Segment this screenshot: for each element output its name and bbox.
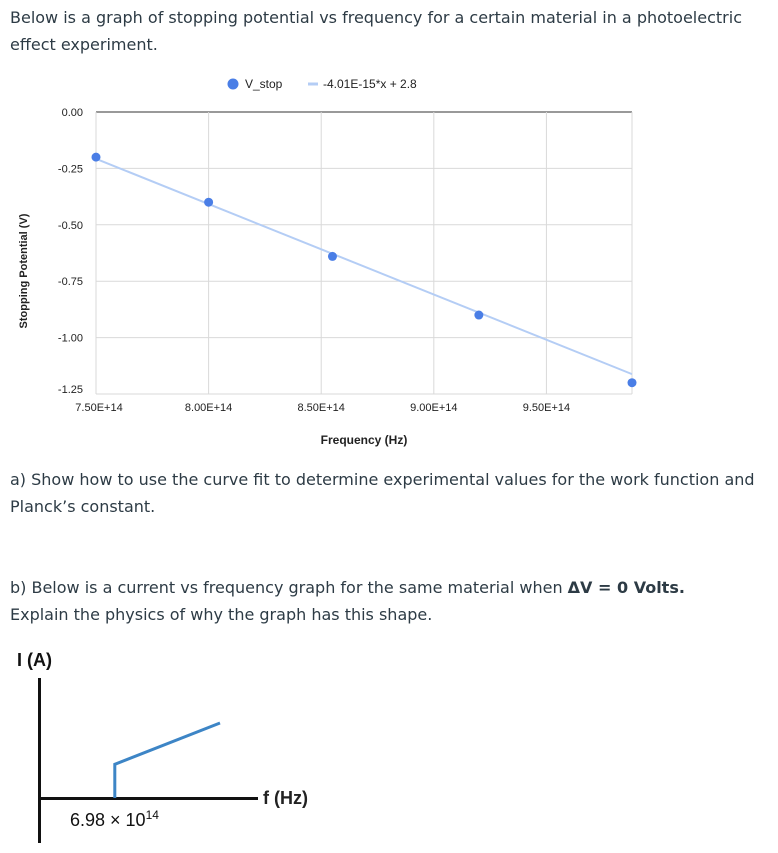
intro-paragraph: Below is a graph of stopping potential v… — [10, 8, 742, 54]
y-tick-label: 0.00 — [62, 107, 83, 119]
y-tick-label: -1.25 — [58, 384, 83, 396]
question-b: b) Below is a current vs frequency graph… — [10, 574, 760, 628]
y-tick-label: -1.00 — [58, 333, 83, 345]
x-tick-label: 7.50E+14 — [75, 402, 122, 414]
question-a: a) Show how to use the curve fit to dete… — [10, 466, 760, 520]
y-tick-label: -0.25 — [58, 163, 83, 175]
data-point — [327, 251, 337, 261]
chart-grid — [95, 111, 633, 395]
stopping-potential-chart: V_stop -4.01E-15*x + 2.8 0.00 -0.25 -0.50 -… — [18, 77, 637, 447]
x-tick-label: 9.00E+14 — [410, 402, 457, 414]
current-curve — [113, 721, 221, 798]
question-b-condition: ΔV = 0 Volts. — [567, 578, 685, 597]
y-tick-label: -0.50 — [58, 220, 83, 232]
frequency-axis-label: f (Hz) — [263, 788, 308, 808]
x-axis-label: Frequency (Hz) — [321, 433, 408, 447]
question-a-text: a) Show how to use the curve fit to dete… — [10, 470, 755, 516]
data-points — [91, 152, 637, 388]
legend-label-trendline: -4.01E-15*x + 2.8 — [323, 77, 417, 91]
current-frequency-graph: I (A) f (Hz) 6.98 × 1014 — [17, 650, 308, 843]
question-b-suffix: Explain the physics of why the graph has… — [10, 605, 433, 624]
question-b-prefix: b) Below is a current vs frequency graph… — [10, 578, 568, 597]
data-point — [91, 152, 101, 162]
data-point — [627, 378, 637, 388]
x-tick-label: 8.00E+14 — [185, 402, 232, 414]
intro-text: Below is a graph of stopping potential v… — [10, 4, 760, 58]
chart-ticks: 0.00 -0.25 -0.50 -0.75 -1.00 -1.25 7.50E+14 8.0… — [58, 107, 570, 414]
threshold-frequency-label: 6.98 × 1014 — [70, 808, 159, 830]
data-point — [474, 310, 484, 320]
data-point — [204, 197, 214, 207]
question-b-text: b) Below is a current vs frequency graph… — [10, 574, 760, 601]
y-tick-label: -0.75 — [58, 276, 83, 288]
trendline-line — [95, 157, 633, 376]
current-axis-label: I (A) — [17, 650, 52, 670]
chart-legend: V_stop -4.01E-15*x + 2.8 — [227, 77, 417, 91]
legend-label-v-stop: V_stop — [245, 77, 283, 91]
x-tick-label: 9.50E+14 — [523, 402, 570, 414]
trendline — [95, 157, 633, 376]
legend-marker-v-stop — [227, 78, 239, 90]
y-axis-label: Stopping Potential (V) — [18, 213, 30, 328]
x-tick-label: 8.50E+14 — [298, 402, 345, 414]
